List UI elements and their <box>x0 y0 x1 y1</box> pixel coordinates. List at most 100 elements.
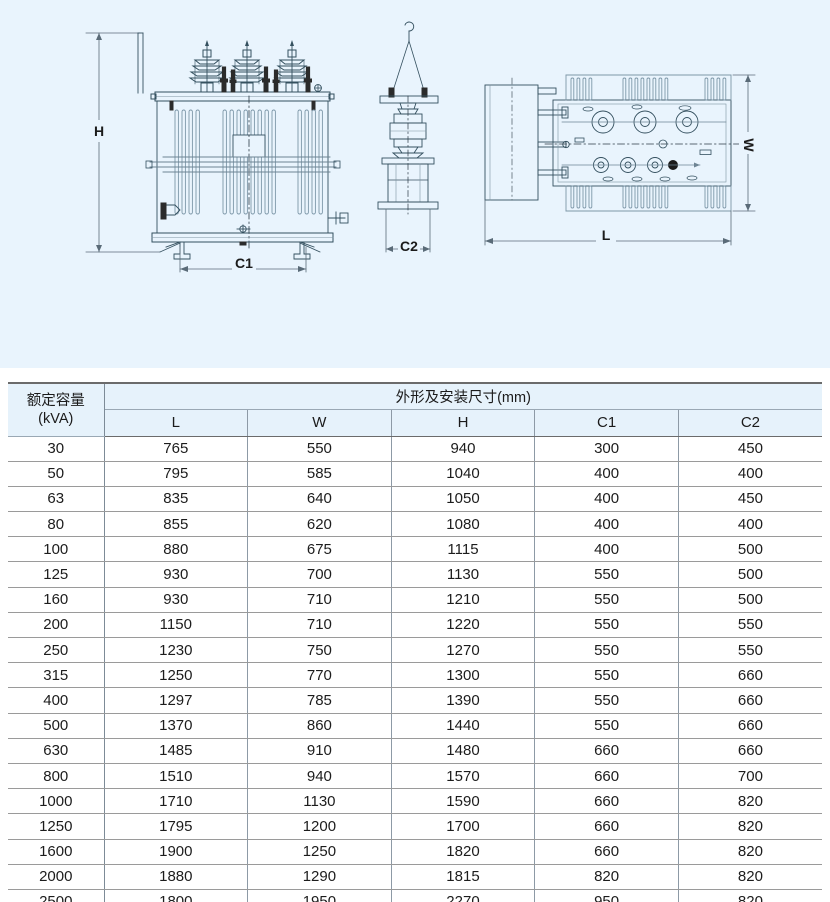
cell-w: 785 <box>247 687 392 714</box>
cell-rated-capacity: 2000 <box>8 864 105 890</box>
cell-c1: 550 <box>534 587 679 613</box>
c2-dimension-label: C2 <box>400 238 418 254</box>
cell-c1: 400 <box>534 486 679 513</box>
cell-l: 1230 <box>104 637 248 664</box>
cell-c1: 660 <box>534 738 679 764</box>
cell-w: 1200 <box>247 813 392 840</box>
cell-c2: 450 <box>677 436 823 462</box>
w-dimension-label: W <box>741 138 757 152</box>
table-row: 50 795 585 1040 400 400 <box>8 461 823 487</box>
cell-w: 1290 <box>247 864 392 890</box>
front-elevation-view <box>85 32 349 273</box>
cell-l: 1900 <box>104 839 248 865</box>
cell-h: 1440 <box>390 713 535 739</box>
c1-dimension-label: C1 <box>235 255 253 271</box>
cell-c2: 820 <box>677 864 823 890</box>
lv-bushings <box>220 66 312 93</box>
header-col-l: L <box>104 409 248 437</box>
cell-h: 1040 <box>390 461 535 487</box>
header-row-group: 额定容量 (kVA) 外形及安装尺寸(mm) <box>8 382 823 437</box>
cell-h: 1820 <box>390 839 535 865</box>
cell-w: 770 <box>247 662 392 689</box>
cell-c1: 660 <box>534 839 679 865</box>
table-row: 80 855 620 1080 400 400 <box>8 511 823 538</box>
cell-w: 710 <box>247 612 392 639</box>
cell-rated-capacity: 1250 <box>8 813 105 840</box>
table-row: 63 835 640 1050 400 450 <box>8 486 823 513</box>
cell-c2: 660 <box>677 687 823 714</box>
table-row: 160 930 710 1210 550 500 <box>8 587 823 613</box>
cell-rated-capacity: 63 <box>8 486 105 513</box>
table-body: 30 765 550 940 300 450 50 795 585 1040 400 400 63 835… <box>8 436 823 902</box>
transformer-outline-drawing: H C1 C2 W L <box>85 21 758 273</box>
table-row: 2000 1880 1290 1815 820 820 <box>8 864 823 890</box>
cell-h: 2270 <box>390 889 535 902</box>
table-header: 额定容量 (kVA) 外形及安装尺寸(mm) L W H C1 C2 <box>8 382 823 437</box>
cell-rated-capacity: 400 <box>8 687 105 714</box>
cell-c1: 820 <box>534 864 679 890</box>
l-dimension <box>484 199 732 246</box>
cell-c2: 820 <box>677 788 823 815</box>
cell-c1: 300 <box>534 436 679 462</box>
cell-l: 1150 <box>104 612 248 639</box>
lv-bushing-plan <box>561 157 701 173</box>
cell-c2: 660 <box>677 738 823 764</box>
cell-rated-capacity: 30 <box>8 436 105 462</box>
cell-l: 1510 <box>104 763 248 790</box>
header-col-c2: C2 <box>677 409 823 437</box>
cell-c2: 820 <box>677 813 823 840</box>
header-col-w: W <box>247 409 392 437</box>
cell-w: 750 <box>247 637 392 664</box>
cell-w: 1130 <box>247 788 392 815</box>
rated-capacity-line1: 额定容量 <box>26 392 85 409</box>
cell-c2: 700 <box>677 763 823 790</box>
l-dimension-label: L <box>602 227 611 243</box>
cell-h: 1115 <box>390 536 535 563</box>
cell-c1: 400 <box>534 461 679 487</box>
header-row-columns: L W H C1 C2 <box>8 409 823 437</box>
cell-rated-capacity: 50 <box>8 461 105 487</box>
table-row: 100 880 675 1115 400 500 <box>8 536 823 563</box>
cell-c2: 660 <box>677 713 823 739</box>
cell-l: 1800 <box>104 889 248 902</box>
cell-rated-capacity: 2500 <box>8 889 105 902</box>
cell-l: 1297 <box>104 687 248 714</box>
cell-rated-capacity: 315 <box>8 662 105 689</box>
cell-w: 860 <box>247 713 392 739</box>
cell-rated-capacity: 160 <box>8 587 105 613</box>
cell-rated-capacity: 630 <box>8 738 105 764</box>
cell-c1: 550 <box>534 687 679 714</box>
cell-c2: 400 <box>677 461 823 487</box>
cell-rated-capacity: 250 <box>8 637 105 664</box>
cell-l: 930 <box>104 587 248 613</box>
cell-w: 640 <box>247 486 392 513</box>
cell-w: 1950 <box>247 889 392 902</box>
cell-h: 1700 <box>390 813 535 840</box>
hv-bushing-plan <box>561 110 727 134</box>
cell-w: 710 <box>247 587 392 613</box>
cell-c2: 660 <box>677 662 823 689</box>
table-row: 2500 1800 1950 2270 950 820 <box>8 889 823 902</box>
bottom-drain-valve <box>236 224 251 246</box>
cell-h: 1080 <box>390 511 535 538</box>
cell-l: 880 <box>104 536 248 563</box>
hv-bushings <box>188 40 311 93</box>
cell-rated-capacity: 80 <box>8 511 105 538</box>
cell-c1: 550 <box>534 637 679 664</box>
cell-c2: 820 <box>677 889 823 902</box>
cell-w: 550 <box>247 436 392 462</box>
cell-c1: 400 <box>534 536 679 563</box>
cell-l: 1795 <box>104 813 248 840</box>
cell-c1: 660 <box>534 788 679 815</box>
header-rated-capacity: 额定容量 (kVA) <box>8 382 105 437</box>
cell-h: 940 <box>390 436 535 462</box>
cell-w: 910 <box>247 738 392 764</box>
cell-h: 1050 <box>390 486 535 513</box>
cell-h: 1300 <box>390 662 535 689</box>
table-row: 315 1250 770 1300 550 660 <box>8 662 823 689</box>
cell-h: 1815 <box>390 864 535 890</box>
c1-dimension <box>179 246 307 273</box>
specification-table-container: 额定容量 (kVA) 外形及安装尺寸(mm) L W H C1 C2 30 765… <box>0 368 830 902</box>
cell-h: 1390 <box>390 687 535 714</box>
w-dimension <box>732 74 758 212</box>
